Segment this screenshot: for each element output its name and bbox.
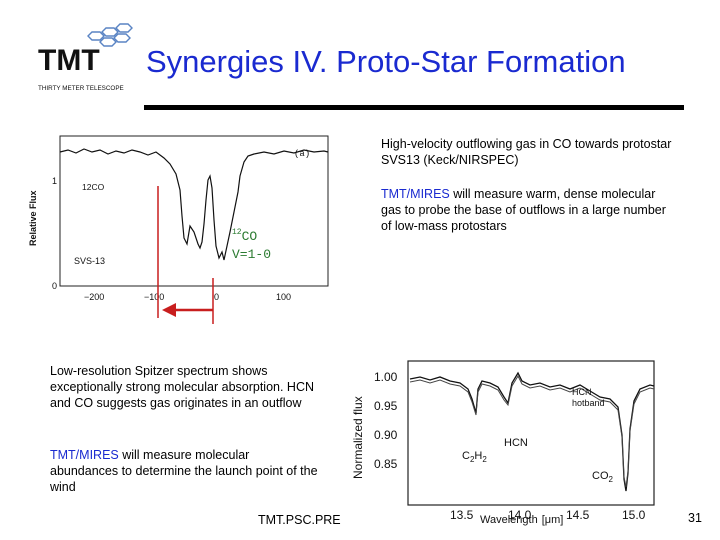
- co2-label: CO2: [592, 470, 614, 484]
- logo-abbrev: TMT: [38, 44, 100, 77]
- mires-name: TMT/MIRES: [381, 187, 450, 201]
- legend-hotband: hotband: [572, 398, 605, 408]
- outflow-arrow-head: [162, 303, 176, 317]
- species-label: 12CO: [82, 182, 105, 192]
- xlabel-unit: [μm]: [542, 514, 564, 526]
- footer-text: TMT.PSC.PRE: [258, 513, 341, 527]
- overlay-co-line2: V=1-0: [232, 247, 271, 262]
- legend-hcn: HCN: [572, 387, 592, 397]
- co-spectrum-figure: Relative Flux 1 0 (a) 12CO SVS-13 12CO V…: [28, 135, 329, 324]
- ytick-1: 1: [52, 176, 57, 186]
- plot-frame: [407, 360, 655, 506]
- mires-abundance-note: TMT/MIRES will measure molecular abundan…: [50, 447, 320, 495]
- hexagon-mirror-icon: [87, 23, 133, 47]
- slide-title: Synergies IV. Proto-Star Formation: [146, 44, 626, 79]
- ylabel: Normalized flux: [351, 396, 365, 479]
- overlay-co-main: CO: [242, 229, 258, 244]
- ytick-0.95: 0.95: [374, 399, 398, 413]
- outflow-note: High-velocity outflowing gas in CO towar…: [381, 137, 672, 167]
- title-underline: [144, 105, 684, 110]
- ytick-0.90: 0.90: [374, 428, 398, 442]
- tmt-logo: TMT THIRTY METER TELESCOPE: [38, 23, 133, 92]
- xtick-14.5: 14.5: [566, 508, 590, 522]
- co-spectrum-trace: [59, 148, 329, 261]
- mires-outflow-text: will measure warm, dense molecular gas t…: [381, 187, 666, 233]
- panel-tag: (a): [294, 149, 310, 159]
- plot-frame: [59, 135, 329, 287]
- logo-fullname: THIRTY METER TELESCOPE: [38, 85, 124, 92]
- xtick-13.5: 13.5: [450, 508, 474, 522]
- mires-abundance-text: will measure molecular abundances to det…: [50, 448, 318, 494]
- spectrum-trace-b: [409, 374, 655, 488]
- spitzer-note: Low-resolution Spitzer spectrum shows ex…: [50, 364, 315, 410]
- xtick-m100: −100: [144, 292, 164, 302]
- spitzer-spectrum-figure: Normalized flux 1.00 0.95 0.90 0.85 13.5…: [351, 360, 655, 526]
- xtick-0: 0: [214, 292, 219, 302]
- xtick-14.0: 14.0: [508, 508, 532, 522]
- xtick-100: 100: [276, 292, 291, 302]
- ytick-1.00: 1.00: [374, 370, 398, 384]
- ytick-0: 0: [52, 281, 57, 291]
- ytick-0.85: 0.85: [374, 457, 398, 471]
- ylabel: Relative Flux: [28, 190, 38, 246]
- overlay-co-line1: 12CO: [232, 228, 257, 244]
- xtick-m200: −200: [84, 292, 104, 302]
- c2h2-label: C2H2: [462, 450, 487, 464]
- spectrum-trace-a: [409, 371, 655, 492]
- xlabel: Wavelength [μm]: [480, 514, 563, 526]
- xlabel-text: Wavelength: [480, 514, 538, 526]
- mires-outflow-note: TMT/MIRES will measure warm, dense molec…: [381, 186, 671, 234]
- xtick-15.0: 15.0: [622, 508, 646, 522]
- mires-name: TMT/MIRES: [50, 448, 119, 462]
- page-number: 31: [688, 511, 702, 525]
- hcn-label: HCN: [504, 437, 528, 449]
- overlay-co-sup: 12: [232, 228, 242, 237]
- source-label: SVS-13: [74, 256, 105, 266]
